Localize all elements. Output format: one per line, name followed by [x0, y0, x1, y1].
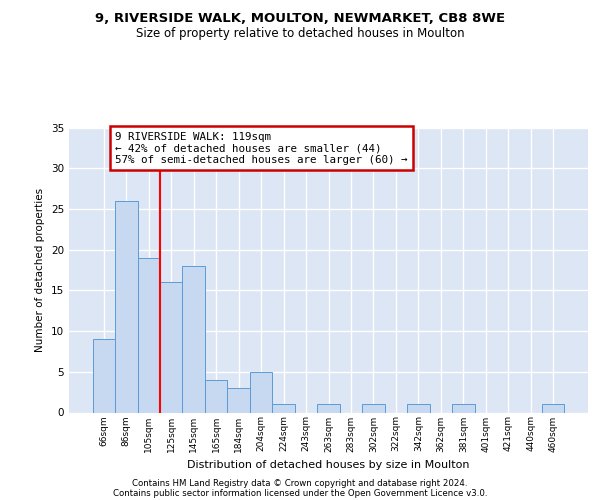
- Bar: [542, 404, 565, 412]
- Bar: [92, 339, 115, 412]
- Y-axis label: Number of detached properties: Number of detached properties: [35, 188, 46, 352]
- Bar: [205, 380, 227, 412]
- Text: Contains HM Land Registry data © Crown copyright and database right 2024.: Contains HM Land Registry data © Crown c…: [132, 478, 468, 488]
- Bar: [272, 404, 295, 412]
- X-axis label: Distribution of detached houses by size in Moulton: Distribution of detached houses by size …: [187, 460, 470, 470]
- Text: Contains public sector information licensed under the Open Government Licence v3: Contains public sector information licen…: [113, 488, 487, 498]
- Bar: [227, 388, 250, 412]
- Text: Size of property relative to detached houses in Moulton: Size of property relative to detached ho…: [136, 28, 464, 40]
- Bar: [182, 266, 205, 412]
- Text: 9, RIVERSIDE WALK, MOULTON, NEWMARKET, CB8 8WE: 9, RIVERSIDE WALK, MOULTON, NEWMARKET, C…: [95, 12, 505, 26]
- Bar: [317, 404, 340, 412]
- Bar: [115, 201, 137, 412]
- Bar: [137, 258, 160, 412]
- Bar: [362, 404, 385, 412]
- Bar: [250, 372, 272, 412]
- Bar: [160, 282, 182, 412]
- Text: 9 RIVERSIDE WALK: 119sqm
← 42% of detached houses are smaller (44)
57% of semi-d: 9 RIVERSIDE WALK: 119sqm ← 42% of detach…: [115, 132, 407, 165]
- Bar: [452, 404, 475, 412]
- Bar: [407, 404, 430, 412]
